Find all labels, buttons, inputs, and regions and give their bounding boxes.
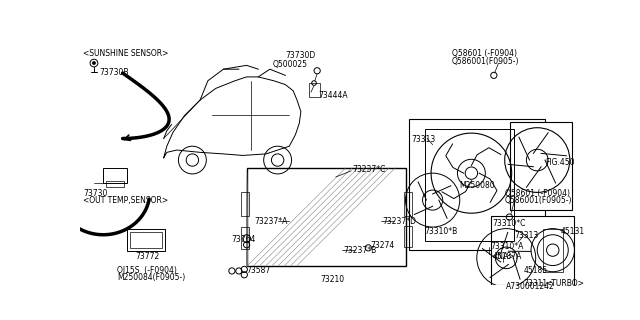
Text: M250080: M250080 [460, 181, 495, 190]
Text: Q586001(F0905-): Q586001(F0905-) [452, 57, 520, 66]
Bar [106, 181, 124, 187]
Bar [309, 83, 320, 97]
Text: 73772: 73772 [136, 252, 160, 261]
Bar [510, 122, 572, 210]
Bar [425, 129, 514, 241]
Text: 73237*D: 73237*D [382, 217, 416, 226]
Text: 73730B: 73730B [99, 68, 129, 77]
Bar [404, 226, 412, 247]
Text: 73310*B: 73310*B [424, 227, 458, 236]
Text: FIG.450: FIG.450 [545, 158, 575, 167]
Text: 73311: 73311 [524, 279, 547, 288]
Text: 73587: 73587 [246, 266, 271, 275]
Text: Q58601 (-F0904): Q58601 (-F0904) [505, 188, 570, 197]
Bar [103, 168, 127, 183]
Text: <SUNSHINE SENSOR>: <SUNSHINE SENSOR> [83, 49, 168, 58]
Text: 73730: 73730 [83, 188, 108, 197]
Text: 73730D: 73730D [285, 51, 316, 60]
Text: Q586001(F0905-): Q586001(F0905-) [505, 196, 572, 205]
Bar [129, 232, 162, 248]
Text: 73313: 73313 [412, 135, 436, 144]
Text: 73310*A: 73310*A [491, 243, 524, 252]
Text: 73310*C: 73310*C [492, 219, 525, 228]
Text: 73237*B: 73237*B [344, 246, 377, 255]
Bar [410, 119, 545, 250]
Circle shape [465, 167, 477, 179]
Text: 73313: 73313 [514, 231, 538, 240]
Bar [246, 168, 406, 266]
Text: A730001242: A730001242 [506, 282, 555, 291]
Text: <TURBO>: <TURBO> [545, 279, 584, 288]
Text: Q58601 (-F0904): Q58601 (-F0904) [452, 49, 517, 58]
Text: <NA>: <NA> [491, 252, 515, 261]
Text: 73764: 73764 [231, 235, 255, 244]
Bar [404, 192, 412, 215]
Text: 73210: 73210 [320, 275, 344, 284]
Text: 73444A: 73444A [319, 91, 348, 100]
Text: 73237*A: 73237*A [254, 217, 288, 226]
Text: 45187A: 45187A [492, 252, 522, 261]
Text: <OUT TEMP,SENSOR>: <OUT TEMP,SENSOR> [83, 196, 168, 205]
Bar [491, 215, 575, 285]
Bar [241, 192, 249, 215]
Bar [241, 227, 249, 249]
Text: 45185: 45185 [524, 266, 547, 275]
Circle shape [92, 61, 95, 65]
Text: 73274: 73274 [370, 241, 394, 250]
Text: 45131: 45131 [561, 227, 584, 236]
Bar [127, 229, 165, 251]
Text: OI15S  (-F0904): OI15S (-F0904) [117, 266, 177, 275]
Bar [543, 229, 563, 272]
Text: Q500025: Q500025 [272, 60, 307, 69]
Text: 73237*C: 73237*C [353, 165, 386, 174]
Text: M250084(F0905-): M250084(F0905-) [117, 273, 186, 282]
